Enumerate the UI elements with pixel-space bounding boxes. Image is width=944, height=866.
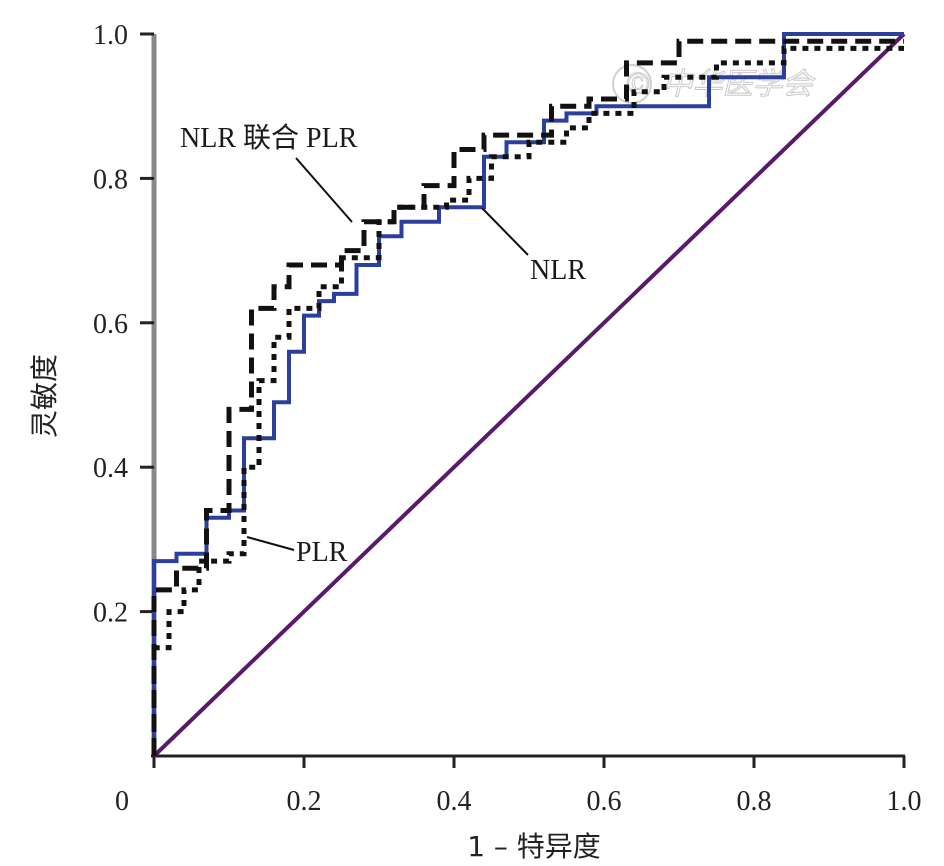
x-tick-label: 0.4 (437, 786, 472, 817)
x-ticks: 0 0.2 0.4 0.6 0.8 1.0 (115, 756, 922, 817)
x-axis-title: 1 – 特异度 (467, 830, 601, 863)
annotation-nlr-label: NLR (530, 255, 586, 286)
x-tick-label: 0.8 (737, 786, 772, 817)
y-tick-label: 0.6 (93, 309, 128, 340)
x-tick-label: 0.2 (287, 786, 322, 817)
annotation-plr-leader (246, 536, 295, 551)
y-axis-title: 灵敏度 (28, 354, 61, 438)
annotations: NLR 联合 PLR NLR PLR (180, 122, 586, 568)
watermark-text: © 中华医学会 (623, 67, 816, 102)
annotation-plr-label: PLR (296, 537, 348, 568)
series-line-reference (152, 32, 906, 758)
x-tick-label: 0.6 (587, 786, 622, 817)
annotation-combined-leader (295, 157, 353, 223)
x-tick-label: 1.0 (887, 786, 922, 817)
annotation-combined-label: NLR 联合 PLR (180, 122, 358, 154)
annotation-nlr-leader (481, 207, 529, 256)
y-tick-label: 0.4 (93, 453, 128, 484)
series-line-combined (151, 38, 904, 756)
series-layer (151, 32, 906, 758)
y-tick-label: 1.0 (93, 20, 128, 51)
y-tick-label: 0.2 (93, 598, 128, 629)
x-tick-label: 0 (115, 786, 129, 817)
y-ticks: 0.2 0.4 0.6 0.8 1.0 (93, 20, 154, 629)
y-tick-label: 0.8 (93, 164, 128, 195)
